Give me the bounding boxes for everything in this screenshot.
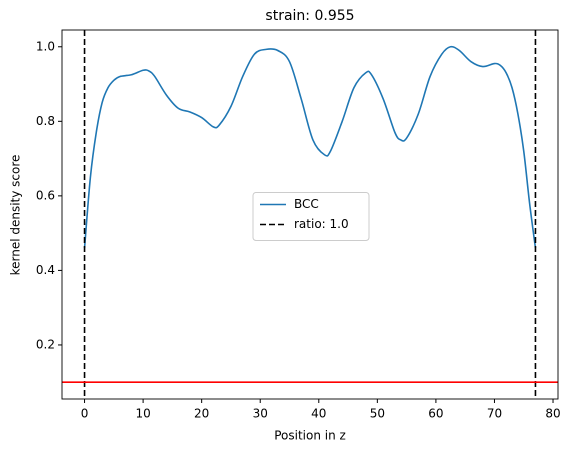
x-tick-label: 30: [253, 407, 268, 421]
x-tick-label: 80: [545, 407, 560, 421]
y-tick-label: 0.4: [36, 263, 55, 277]
y-tick-label: 0.2: [36, 337, 55, 351]
plot-frame: [61, 29, 559, 400]
y-tick-label: 1.0: [36, 39, 55, 53]
legend: BCC ratio: 1.0: [252, 192, 370, 241]
x-tick-label: 10: [135, 407, 150, 421]
x-axis-label: Position in z: [274, 429, 346, 443]
legend-label: ratio: 1.0: [294, 217, 349, 231]
y-tick-label: 0.8: [36, 114, 55, 128]
y-tick-label: 0.6: [36, 188, 55, 202]
y-axis-label: kernel density score: [9, 155, 23, 276]
x-tick-label: 20: [194, 407, 209, 421]
legend-label: BCC: [294, 197, 319, 211]
x-tick-label: 50: [370, 407, 385, 421]
x-tick-label: 0: [81, 407, 89, 421]
chart-title: strain: 0.955: [265, 8, 354, 24]
x-tick-label: 60: [428, 407, 443, 421]
x-tick-label: 70: [487, 407, 502, 421]
x-tick-label: 40: [311, 407, 326, 421]
data-line: [83, 45, 537, 249]
